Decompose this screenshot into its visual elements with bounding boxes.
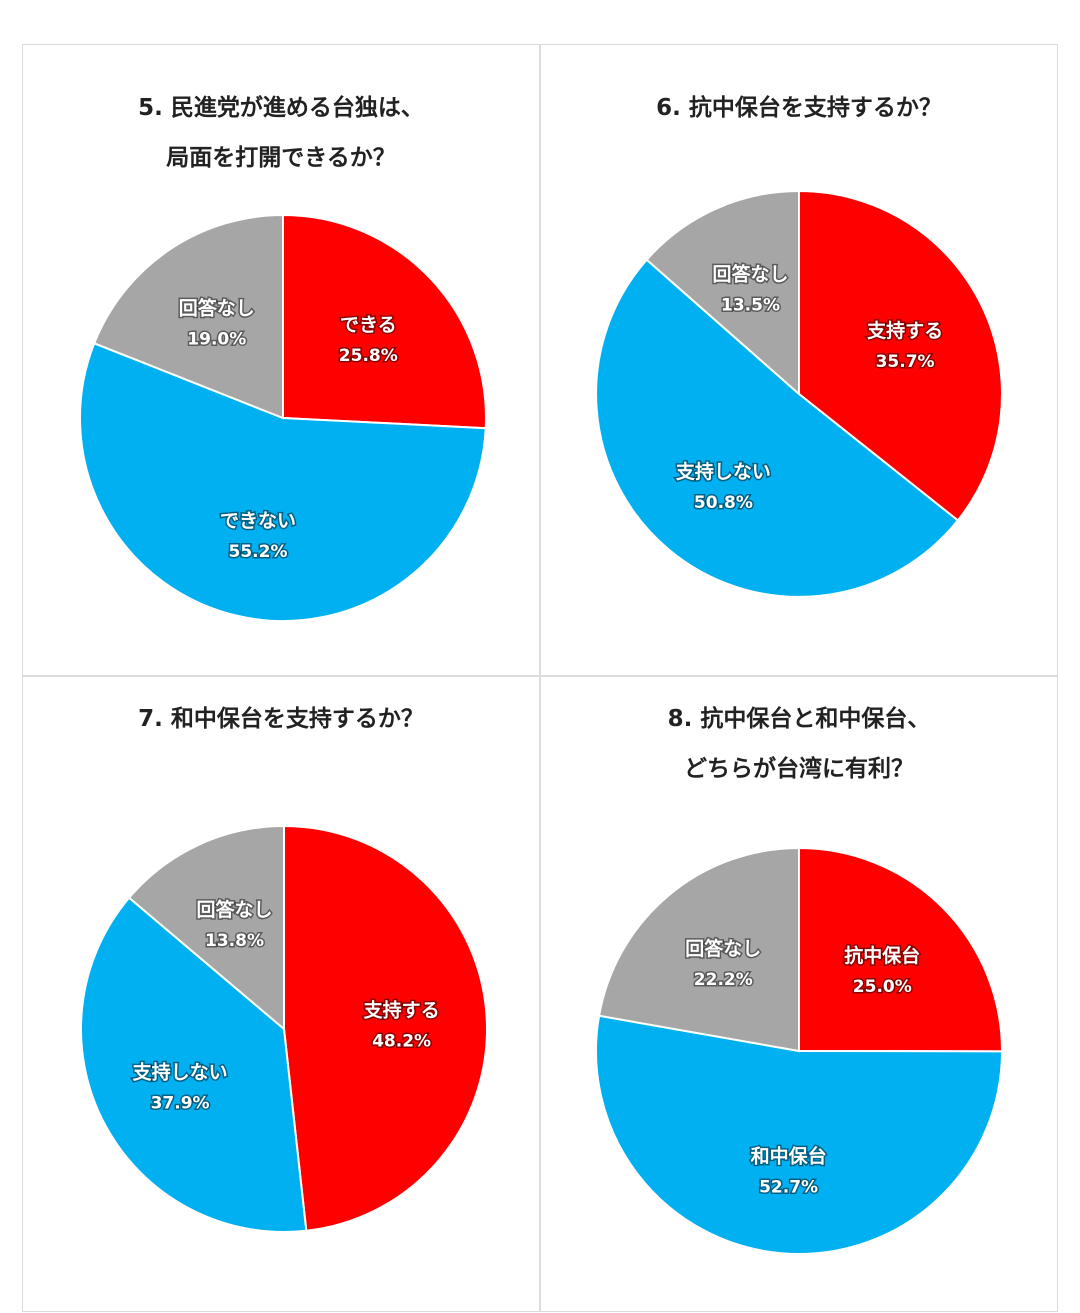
slice-value-no-answer: 13.5% — [721, 296, 780, 316]
pie-chart: 抗中保台 25.0% 和中保台 52.7% 回答なし 22.2% — [595, 846, 1004, 1255]
chart-panel-6: 6. 抗中保台を支持するか？ 支持する 35.7% 支持しない 50.8% 回答なし 13… — [540, 44, 1058, 676]
pie-slice-not-support — [80, 896, 308, 1233]
pie-slice-peace-china — [595, 1014, 1004, 1255]
pie-slice-support — [798, 189, 1003, 522]
slice-value-support: 35.7% — [876, 352, 935, 372]
slice-value-cannot: 55.2% — [229, 542, 288, 562]
pie-chart: できる 25.8% できない 55.2% 回答なし 19.0% — [79, 213, 487, 622]
slice-value-no-answer: 13.8% — [205, 931, 264, 951]
slice-label-support: 支持する — [866, 319, 943, 342]
pie-slice-no-answer — [92, 213, 284, 420]
slice-label-no-answer: 回答なし — [196, 898, 272, 921]
slice-label-resist-china: 抗中保台 — [844, 944, 920, 967]
chart-title: 7. 和中保台を支持するか？ — [138, 706, 424, 732]
slice-label-not-support: 支持しない — [675, 460, 771, 483]
slice-label-not-support: 支持しない — [132, 1060, 228, 1083]
chart-panel-5: 5. 民進党が進める台独は、 局面を打開できるか？ できる 25.8% できない 55… — [22, 44, 540, 676]
chart-panel-8: 8. 抗中保台と和中保台、 どちらが台湾に有利？ 抗中保台 25.0% 和中保台 52… — [540, 676, 1058, 1312]
slice-value-no-answer: 19.0% — [187, 330, 246, 350]
slice-value-support: 48.2% — [372, 1032, 431, 1052]
pie-slice-resist-china — [798, 846, 1004, 1053]
slice-label-no-answer: 回答なし — [712, 263, 788, 286]
chart-title: 6. 抗中保台を支持するか？ — [656, 95, 942, 121]
pie-slice-support — [283, 824, 488, 1232]
slice-label-no-answer: 回答なし — [179, 297, 255, 320]
pie-slice-cannot — [79, 341, 487, 622]
slice-value-not-support: 37.9% — [151, 1093, 210, 1113]
pie-slice-no-answer — [597, 846, 800, 1053]
slice-label-peace-china: 和中保台 — [751, 1144, 827, 1167]
slice-value-peace-china: 52.7% — [759, 1177, 818, 1197]
slice-value-resist-china: 25.0% — [853, 977, 912, 997]
slice-value-can: 25.8% — [339, 346, 398, 366]
slice-value-no-answer: 22.2% — [694, 970, 753, 990]
chart-title: 5. 民進党が進める台独は、 局面を打開できるか？ — [138, 95, 424, 171]
pie-slice-can — [282, 213, 487, 430]
pie-slice-no-answer — [645, 189, 800, 397]
pie-chart: 支持する 48.2% 支持しない 37.9% 回答なし 13.8% — [80, 824, 488, 1233]
pie-chart: 支持する 35.7% 支持しない 50.8% 回答なし 13.5% — [595, 189, 1003, 598]
pie-slice-not-support — [595, 258, 960, 598]
slice-label-can: できる — [340, 314, 397, 336]
slice-value-not-support: 50.8% — [694, 493, 753, 513]
slice-label-no-answer: 回答なし — [685, 937, 761, 960]
chart-panel-7: 7. 和中保台を支持するか？ 支持する 48.2% 支持しない 37.9% 回答なし 13… — [22, 676, 540, 1312]
pie-slice-no-answer — [127, 824, 285, 1032]
chart-title: 8. 抗中保台と和中保台、 どちらが台湾に有利？ — [667, 706, 931, 782]
slice-label-cannot: できない — [220, 510, 296, 532]
slice-label-support: 支持する — [363, 999, 440, 1022]
